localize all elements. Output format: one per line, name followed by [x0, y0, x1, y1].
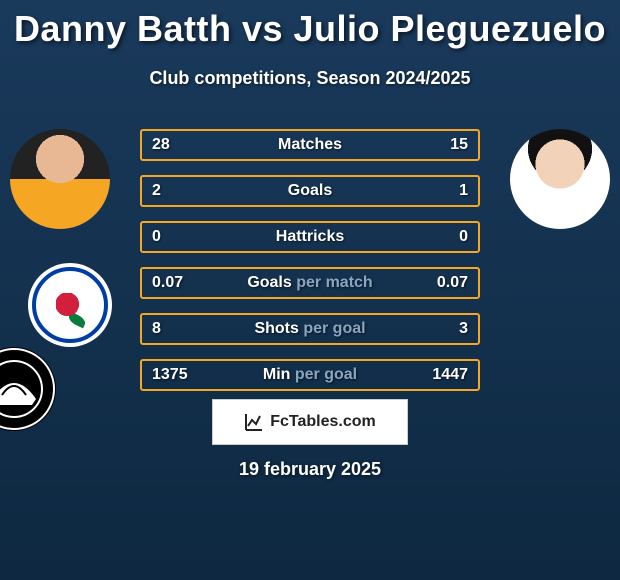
stat-right-value: 1	[459, 182, 468, 200]
stat-label: Shots per goal	[254, 320, 365, 338]
stat-left-value: 28	[152, 136, 170, 154]
stat-right-value: 1447	[432, 366, 468, 384]
stat-right-value: 3	[459, 320, 468, 338]
stat-label: Min per goal	[263, 366, 357, 384]
footer-date: 19 february 2025	[239, 459, 381, 480]
page-title: Danny Batth vs Julio Pleguezuelo	[0, 0, 620, 50]
stat-right-value: 0.07	[437, 274, 468, 292]
stat-row: 1375 Min per goal 1447	[140, 359, 480, 391]
brand-banner: FcTables.com	[212, 399, 408, 445]
club-badge-right	[0, 347, 56, 431]
stat-left-value: 2	[152, 182, 161, 200]
stat-label: Matches	[278, 136, 342, 154]
subtitle: Club competitions, Season 2024/2025	[0, 68, 620, 89]
brand-label: FcTables.com	[270, 413, 376, 431]
stat-label: Goals	[288, 182, 332, 200]
player-right-photo	[510, 129, 610, 229]
stat-right-value: 0	[459, 228, 468, 246]
stat-row: 2 Goals 1	[140, 175, 480, 207]
stats-list: 28 Matches 15 2 Goals 1 0 Hattricks 0 0.…	[140, 129, 480, 405]
stat-left-value: 0	[152, 228, 161, 246]
player-left-photo	[10, 129, 110, 229]
comparison-panel: 28 Matches 15 2 Goals 1 0 Hattricks 0 0.…	[0, 129, 620, 297]
stat-row: 8 Shots per goal 3	[140, 313, 480, 345]
stat-label: Goals per match	[247, 274, 372, 292]
stat-left-value: 1375	[152, 366, 188, 384]
stat-right-value: 15	[450, 136, 468, 154]
stat-row: 0 Hattricks 0	[140, 221, 480, 253]
stat-left-value: 0.07	[152, 274, 183, 292]
chart-icon	[244, 412, 264, 432]
club-badge-left	[28, 263, 112, 347]
stat-row: 0.07 Goals per match 0.07	[140, 267, 480, 299]
stat-label: Hattricks	[276, 228, 344, 246]
stat-left-value: 8	[152, 320, 161, 338]
stat-row: 28 Matches 15	[140, 129, 480, 161]
